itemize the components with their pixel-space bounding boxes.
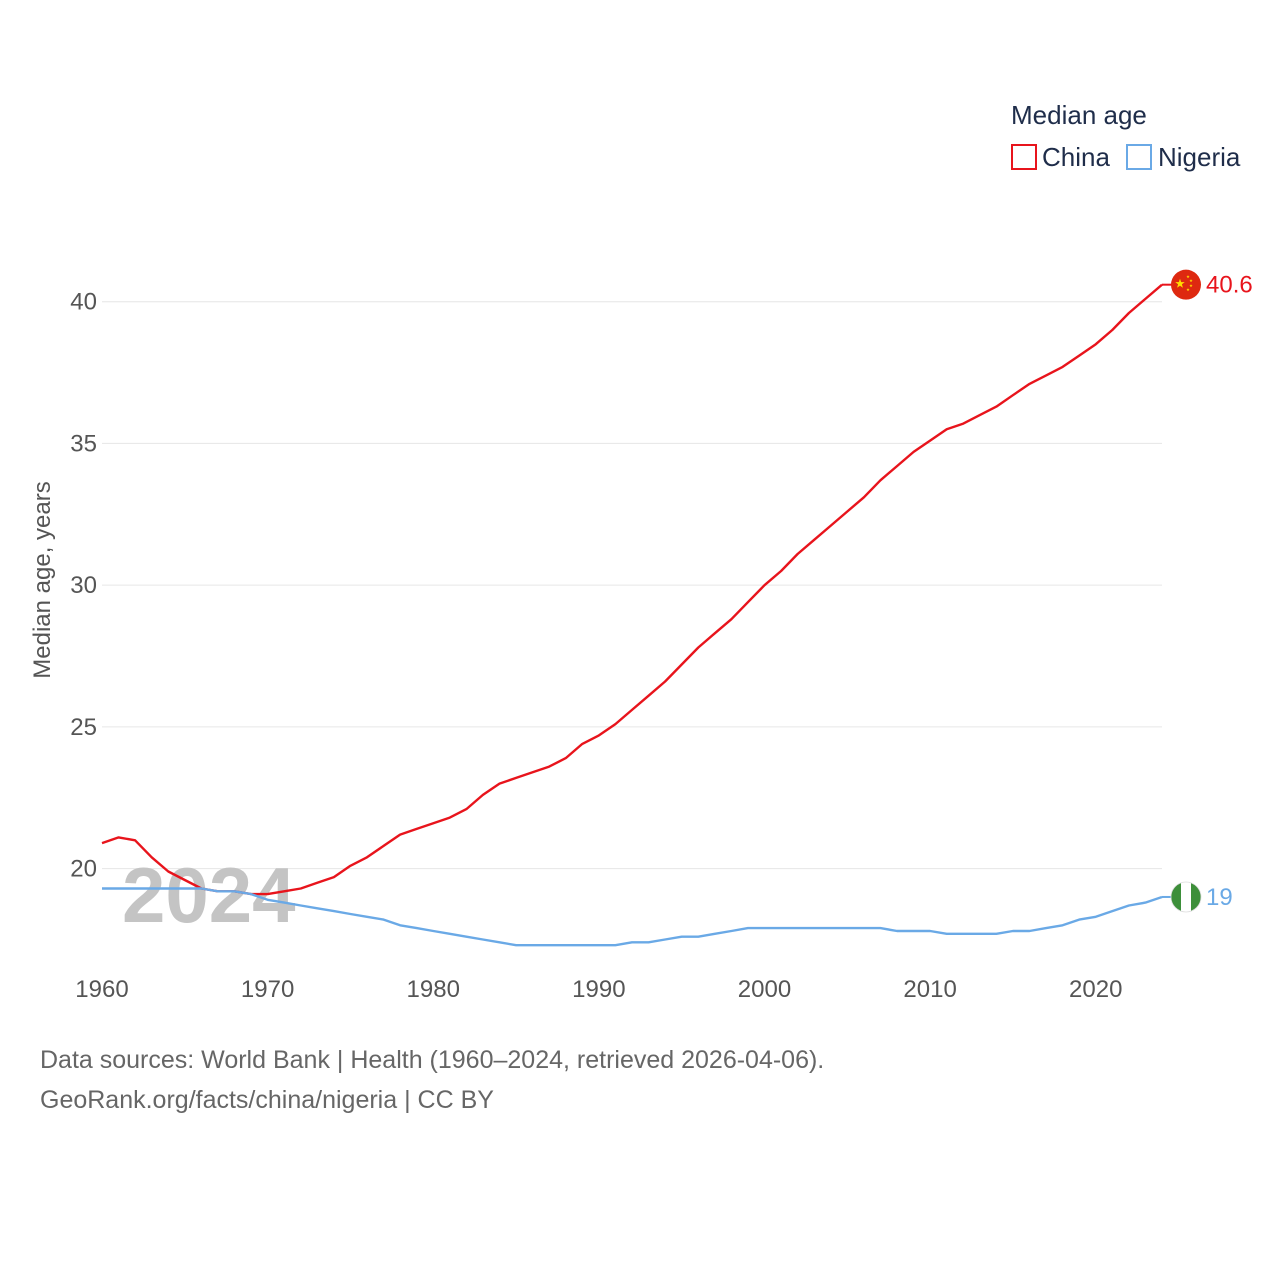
- x-tick-label: 2010: [903, 976, 956, 1003]
- x-tick-label: 2000: [738, 976, 791, 1003]
- legend-label-nigeria[interactable]: Nigeria: [1158, 142, 1241, 172]
- x-tick-label: 2020: [1069, 976, 1122, 1003]
- x-axis-ticks: 1960 1970 1980 1990 2000 2010 2020: [75, 976, 1122, 1003]
- nigeria-flag-icon: [1170, 881, 1202, 913]
- y-tick-label: 25: [70, 714, 97, 741]
- series-line-nigeria[interactable]: [102, 887, 1163, 947]
- legend-swatch-china[interactable]: [1011, 144, 1037, 170]
- data-source-note: Data sources: World Bank | Health (1960–…: [40, 1046, 825, 1074]
- year-label: 2024: [122, 851, 296, 939]
- y-tick-label: 40: [70, 289, 97, 316]
- y-axis-ticks: 20 25 30 35 40: [70, 289, 97, 883]
- legend[interactable]: Median age China Nigeria: [1011, 100, 1241, 172]
- x-tick-label: 1980: [407, 976, 460, 1003]
- x-tick-label: 1990: [572, 976, 625, 1003]
- y-axis-title: Median age, years: [29, 481, 56, 678]
- footer: Data sources: World Bank | Health (1960–…: [40, 1040, 1240, 1120]
- x-tick-label: 1970: [241, 976, 294, 1003]
- end-value-label-nigeria: 19: [1206, 884, 1233, 911]
- y-tick-label: 30: [70, 572, 97, 599]
- legend-title: Median age: [1011, 100, 1147, 130]
- series-line-china[interactable]: [101, 283, 1163, 896]
- series-end-markers: 40.6 19: [1162, 269, 1253, 913]
- end-value-label-china: 40.6: [1206, 272, 1253, 299]
- legend-swatch-nigeria[interactable]: [1126, 144, 1152, 170]
- series-lines: [101, 283, 1163, 947]
- y-tick-label: 20: [70, 856, 97, 883]
- attribution-link[interactable]: GeoRank.org/facts/china/nigeria | CC BY: [40, 1086, 494, 1114]
- x-tick-label: 1960: [75, 976, 128, 1003]
- legend-label-china[interactable]: China: [1042, 142, 1110, 172]
- y-tick-label: 35: [70, 430, 97, 457]
- china-flag-icon: [1171, 269, 1201, 300]
- gridlines: [102, 301, 1162, 870]
